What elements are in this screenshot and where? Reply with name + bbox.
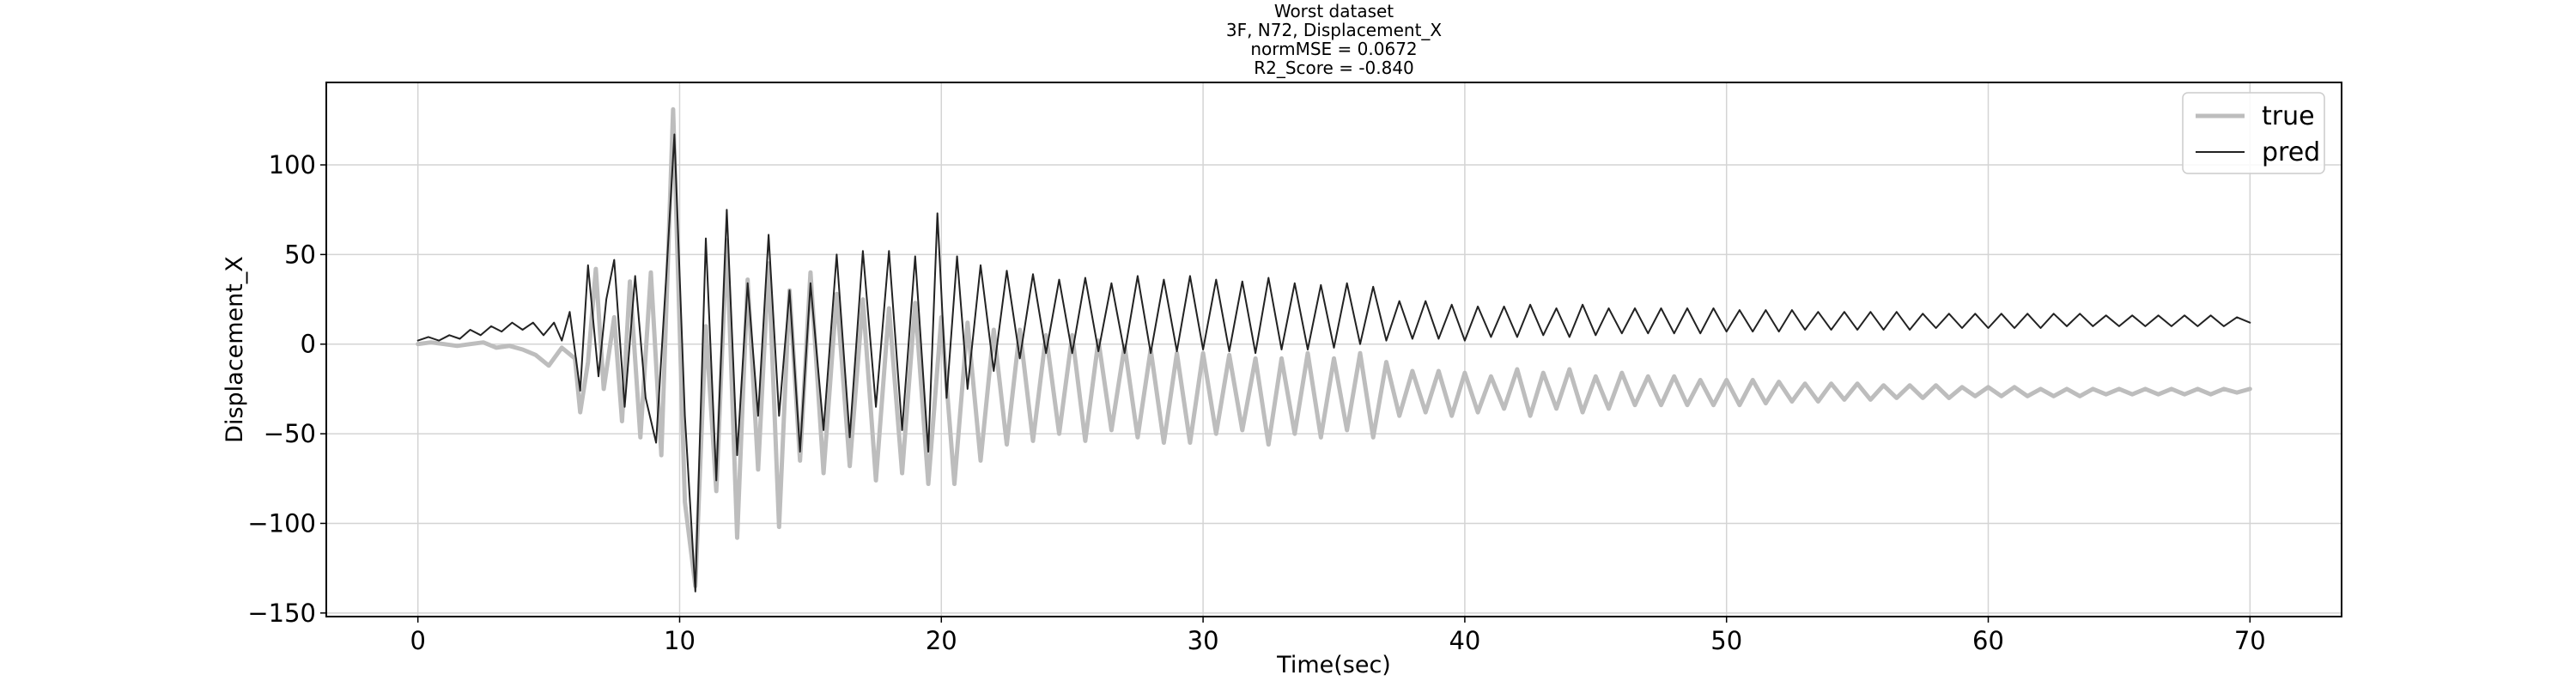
tick-layer: 0 10 20 30 40 50 60 70 −150 −100 −50 0 50 100 <box>247 150 2265 655</box>
x-tick-label: 0 <box>410 626 425 655</box>
title-line: 3F, N72, Displacement_X <box>1226 20 1443 40</box>
title-line: Worst dataset <box>1274 1 1394 21</box>
legend: true pred <box>2182 92 2325 174</box>
x-tick-label: 40 <box>1449 626 1480 655</box>
x-tick-label: 50 <box>1710 626 1742 655</box>
title-line: normMSE = 0.0672 <box>1250 39 1417 59</box>
y-tick-label: 100 <box>269 150 316 179</box>
plot-frame <box>325 82 2342 617</box>
y-axis-label: Displacement_X <box>222 256 248 443</box>
x-tick-label: 10 <box>664 626 696 655</box>
y-tick-label: −50 <box>264 419 316 448</box>
x-tick-label: 60 <box>1972 626 2004 655</box>
y-tick-label: 0 <box>301 330 316 359</box>
x-tick-label: 20 <box>926 626 957 655</box>
x-axis-label: Time(sec) <box>1276 652 1391 678</box>
x-tick-label: 30 <box>1188 626 1219 655</box>
y-tick-label: 50 <box>284 240 316 269</box>
legend-label-true: true <box>2262 101 2315 131</box>
legend-label-pred: pred <box>2262 137 2320 167</box>
series-layer <box>416 106 2252 593</box>
series-pred-line <box>416 133 2251 593</box>
series-true-line <box>416 106 2252 588</box>
legend-box <box>2182 92 2325 174</box>
y-tick-label: −150 <box>247 599 316 628</box>
x-tick-label: 70 <box>2234 626 2266 655</box>
y-tick-label: −100 <box>247 508 316 538</box>
title-line: R2_Score = -0.840 <box>1254 58 1414 78</box>
